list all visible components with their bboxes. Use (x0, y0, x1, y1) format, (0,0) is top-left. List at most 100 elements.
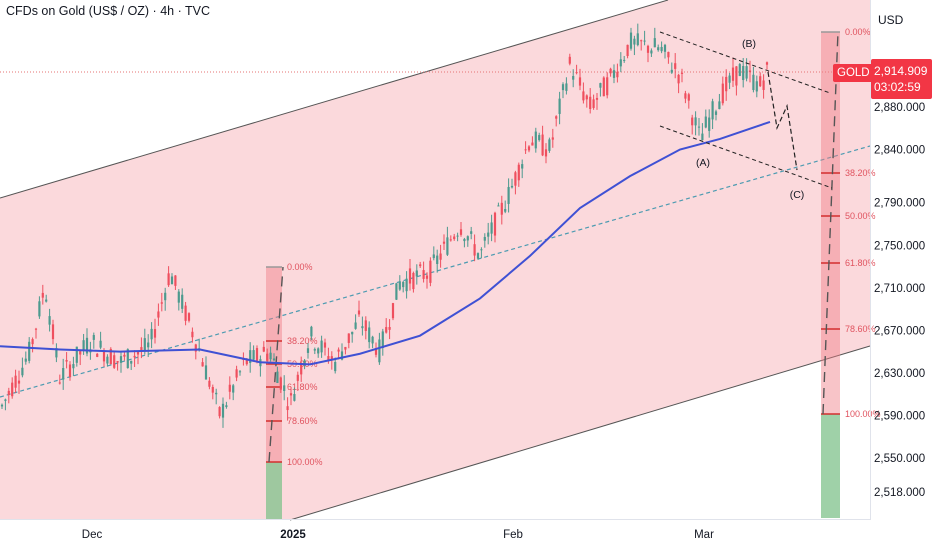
candle-body (558, 98, 561, 114)
candle-body (735, 66, 738, 86)
candle-body (177, 291, 180, 303)
fib-left-label: 100.00% (287, 457, 323, 467)
fib-left-diagonal (268, 266, 284, 463)
candle-body (415, 270, 418, 277)
candle-body (633, 38, 636, 45)
candle-body (109, 348, 112, 365)
candle-body (524, 149, 527, 151)
candle-body (629, 32, 633, 49)
candle-body (572, 76, 575, 80)
candle-body (113, 355, 116, 368)
candle-body (245, 358, 248, 365)
candle-body (714, 111, 718, 115)
y-axis-ticks[interactable]: 2,518.000 2,550.000 2,590.000 2,630.000 2,67… (874, 102, 925, 499)
candle-body (442, 241, 446, 244)
moving-average-line (0, 120, 771, 366)
candle-body (653, 38, 656, 48)
candle-body (347, 333, 350, 343)
candle-body (480, 249, 483, 251)
candle-body (11, 382, 14, 397)
candle-body (313, 349, 316, 351)
fib-right-label: 38.20% (845, 168, 876, 178)
channel-upper-line (0, 0, 669, 199)
candle-body (752, 74, 755, 91)
candle-body (449, 239, 452, 241)
candle-body (330, 356, 333, 361)
candle-body (606, 77, 609, 96)
candle-body (48, 316, 51, 325)
candle-body (85, 337, 89, 354)
candle-body (7, 390, 10, 396)
candle-body (286, 406, 289, 411)
fib-right-zone (821, 32, 840, 414)
candle-body (102, 351, 106, 362)
candle-body (500, 202, 503, 215)
candle-body (691, 117, 694, 126)
candle-body (395, 283, 398, 300)
candle-body (762, 80, 765, 90)
fib-right-label: 78.60% (845, 324, 876, 334)
candle-body (657, 47, 660, 51)
candle-body (126, 349, 129, 368)
candle-body (432, 254, 435, 259)
fib-left-label: 78.60% (287, 416, 318, 426)
candle-body (738, 64, 741, 76)
candle-body (419, 264, 422, 267)
channel-fill (0, 0, 870, 520)
y-tick-label: 2,630.000 (874, 368, 925, 380)
currency-label[interactable]: USD (878, 13, 904, 27)
candle-body (490, 222, 493, 234)
x-axis-ticks[interactable]: Dec 2025 Feb Mar (82, 529, 714, 541)
candle-body (626, 44, 629, 57)
candle-body (575, 72, 578, 74)
candle-body (510, 185, 514, 188)
candle-body (208, 380, 211, 387)
fib-right-label: 50.00% (845, 211, 876, 221)
candle-body (680, 72, 684, 74)
candle-body (75, 346, 78, 363)
candle-body (436, 255, 439, 264)
candle-body (555, 116, 558, 119)
candle-body (364, 320, 367, 331)
fib-left-label: 61.80% (287, 382, 318, 392)
candle-body (194, 344, 197, 352)
channel-lower-line (289, 345, 871, 521)
candle-body (565, 83, 568, 91)
candle-body (170, 276, 174, 285)
candle-body (721, 83, 724, 104)
candle-body (164, 292, 167, 301)
candle-body (238, 371, 242, 373)
candle-body (38, 301, 41, 317)
bar-countdown: 03:02:59 (874, 80, 921, 94)
fib-left-green (266, 462, 282, 520)
candle-body (327, 356, 330, 362)
candle-body (334, 361, 337, 372)
candle-body (357, 310, 361, 315)
candle-body (218, 407, 221, 417)
candle-body (704, 116, 707, 128)
candle-body (456, 235, 459, 237)
x-tick-label: 2025 (280, 529, 306, 541)
candle-body (718, 101, 721, 110)
candle-body (92, 335, 95, 340)
candle-body (123, 354, 126, 357)
candle-body (340, 351, 344, 360)
candle-body (612, 70, 616, 78)
candle-body (609, 68, 612, 74)
candle-body (34, 328, 38, 330)
candle-body (623, 59, 626, 61)
candle-body (585, 95, 588, 100)
candle-body (279, 377, 282, 390)
candle-body (262, 346, 265, 352)
candle-body (521, 164, 524, 169)
candle-body (4, 399, 7, 401)
wave-label: (B) (742, 38, 756, 50)
candle-body (354, 322, 357, 329)
candle-body (755, 81, 758, 92)
candle-body (674, 63, 677, 69)
candle-body (300, 363, 303, 375)
candle-body (31, 339, 34, 345)
fib-left-label: 38.20% (287, 336, 318, 346)
